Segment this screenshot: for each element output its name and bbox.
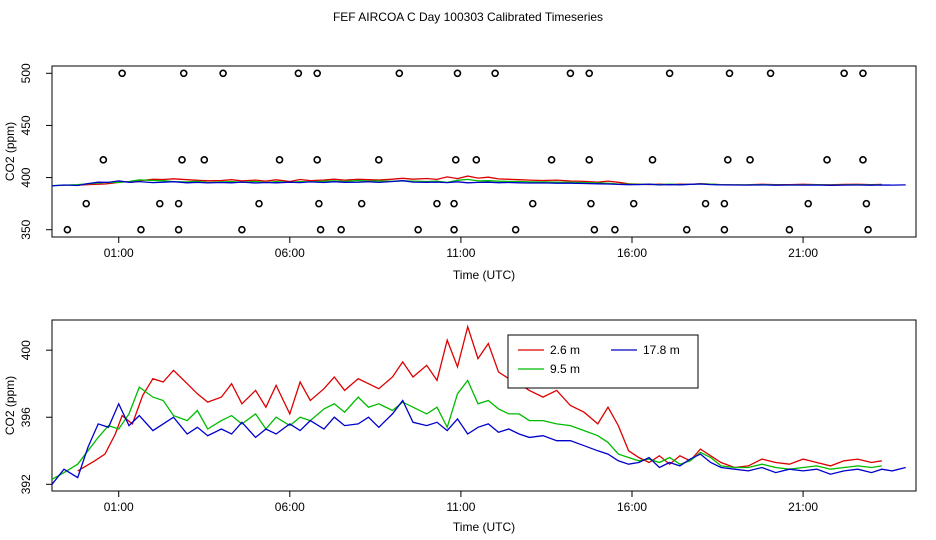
x-tick-label: 16:00 <box>617 246 647 260</box>
calibration-point <box>566 69 575 78</box>
series-line-2-6-m <box>77 324 882 472</box>
calibration-point <box>720 199 729 208</box>
x-tick-label: 11:00 <box>446 500 475 514</box>
y-tick-label: 350 <box>19 219 33 239</box>
calibration-point <box>155 199 164 208</box>
x-tick-label: 06:00 <box>275 246 305 260</box>
calibration-point <box>294 69 303 78</box>
calibration-point <box>450 225 458 234</box>
legend-label: 2.6 m <box>550 343 580 357</box>
calibration-point <box>374 156 383 164</box>
x-tick-label: 16:00 <box>617 500 647 514</box>
calibration-point <box>725 69 734 78</box>
series-line-17-8-m <box>51 399 906 485</box>
calibration-point <box>724 156 732 164</box>
calibration-point <box>611 225 619 234</box>
calibration-point <box>178 156 186 164</box>
calibration-point <box>453 69 462 78</box>
calibration-point <box>137 225 145 234</box>
calibration-point <box>585 156 594 164</box>
calibration-point <box>174 199 183 208</box>
x-tick-label: 21:00 <box>788 246 818 260</box>
calibration-point <box>255 199 263 208</box>
calibration-point <box>746 156 754 164</box>
calibration-point <box>682 225 691 234</box>
calibration-point <box>118 69 126 78</box>
y-axis-label: CO2 (ppm) <box>3 376 17 435</box>
calibration-point <box>219 69 227 78</box>
calibration-point <box>859 69 867 78</box>
calibration-point <box>766 69 775 78</box>
y-tick-label: 400 <box>19 340 33 360</box>
calibration-point <box>337 225 345 234</box>
calibration-point <box>174 225 183 234</box>
calibration-point <box>585 69 594 78</box>
calibration-point <box>547 156 556 164</box>
calibration-point <box>862 199 871 208</box>
series-line-9-5-m <box>51 379 882 480</box>
calibration-point <box>785 225 794 234</box>
calibration-point <box>823 156 831 164</box>
bottom-panel: 01:00 06:00 11:00 16:00 21:00 392 396 400 Time (… <box>3 319 917 534</box>
calibration-point <box>864 225 872 234</box>
x-axis-label: Time (UTC) <box>453 268 515 282</box>
x-tick-label: 21:00 <box>788 500 818 514</box>
calibration-point <box>315 199 323 208</box>
calibration-point <box>472 156 481 164</box>
y-tick-label: 392 <box>19 474 33 494</box>
calibration-point <box>629 199 638 208</box>
x-tick-label: 01:00 <box>104 246 134 260</box>
calibration-point <box>450 199 458 208</box>
y-tick-label: 450 <box>19 115 33 135</box>
series-line-17-8-m <box>51 180 906 187</box>
calibration-point <box>63 225 72 234</box>
calibration-point <box>720 225 729 234</box>
calibration-point <box>200 156 209 164</box>
x-tick-label: 06:00 <box>275 500 305 514</box>
legend-label: 9.5 m <box>550 362 580 376</box>
plot-frame <box>51 65 917 238</box>
calibration-point <box>395 69 404 78</box>
calibration-point <box>179 69 188 78</box>
calibration-point <box>528 199 537 208</box>
calibration-point <box>665 69 674 78</box>
calibration-point <box>313 69 321 78</box>
calibration-point <box>590 225 599 234</box>
y-tick-label: 400 <box>19 167 33 187</box>
x-tick-label: 01:00 <box>104 500 134 514</box>
page-title: FEF AIRCOA C Day 100303 Calibrated Times… <box>332 10 604 24</box>
calibration-point <box>316 225 325 234</box>
y-tick-label: 500 <box>19 63 33 83</box>
y-axis-label: CO2 (ppm) <box>3 122 17 181</box>
y-tick-label: 396 <box>19 407 33 427</box>
calibration-point <box>414 225 422 234</box>
calibration-point <box>433 199 441 208</box>
calibration-point <box>313 156 321 164</box>
calibration-point <box>82 199 91 208</box>
calibration-point <box>275 156 284 164</box>
calibration-point <box>491 69 499 78</box>
calibration-point <box>238 225 246 234</box>
calibration-point <box>804 199 813 208</box>
calibration-point <box>99 156 108 164</box>
calibration-point <box>648 156 657 164</box>
legend-box <box>507 334 699 389</box>
calibration-point <box>859 156 867 164</box>
calibration-point <box>701 199 710 208</box>
x-tick-label: 11:00 <box>446 246 475 260</box>
calibration-point <box>587 199 595 208</box>
top-panel: 01:00 06:00 11:00 16:00 21:00 350 400 450 500 Tim… <box>3 63 917 282</box>
calibration-point <box>840 69 848 78</box>
calibration-point <box>357 199 366 208</box>
plot-frame <box>51 319 917 492</box>
x-axis-label: Time (UTC) <box>453 520 515 534</box>
calibration-point <box>451 156 460 164</box>
calibration-point <box>511 225 520 234</box>
legend-label: 17.8 m <box>643 343 680 357</box>
